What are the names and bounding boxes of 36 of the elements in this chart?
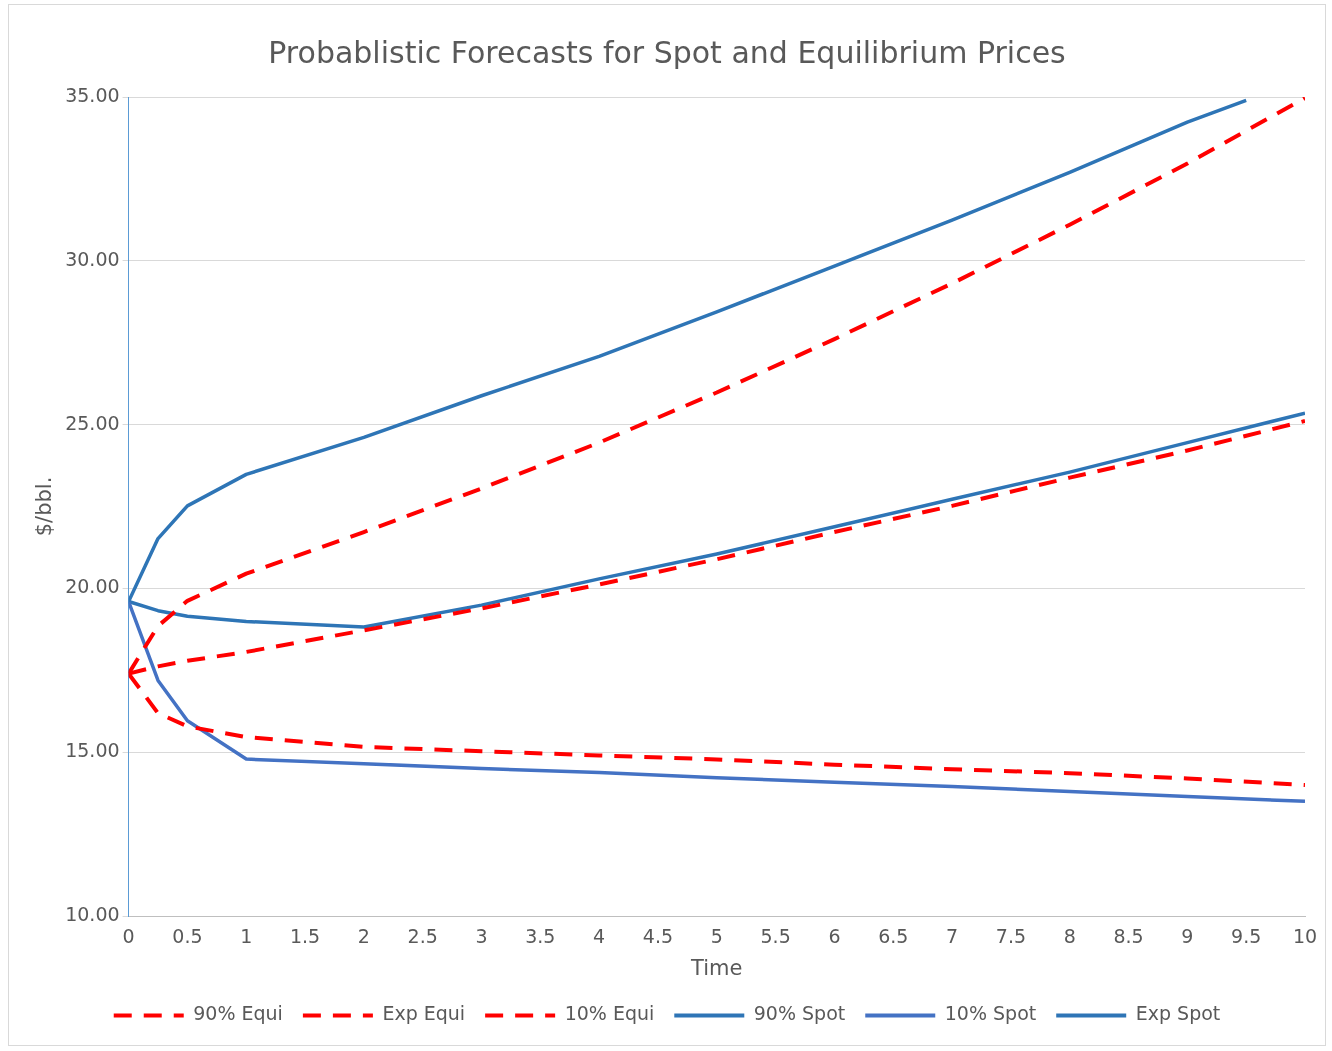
x-tick-label: 5.5: [760, 925, 791, 948]
x-tick-label: 0.5: [172, 925, 203, 948]
legend-label: 10% Spot: [944, 1002, 1037, 1025]
x-tick-label: 8.5: [1113, 925, 1144, 948]
x-tick-label: 3: [475, 925, 488, 948]
y-axis-title: $/bbl.: [32, 476, 57, 537]
x-tick-label: 10: [1292, 925, 1318, 948]
x-tick-label: 1: [240, 925, 253, 948]
x-tick-label: 8: [1063, 925, 1076, 948]
x-tick-label: 7.5: [995, 925, 1027, 948]
x-tick-label: 4: [593, 925, 606, 948]
legend-label: 10% Equi: [564, 1002, 655, 1025]
y-tick-label: 35.00: [65, 83, 120, 106]
x-tick-label: 7: [946, 925, 959, 948]
y-tick-label: 15.00: [65, 739, 120, 762]
x-tick-label: 9: [1181, 925, 1194, 948]
x-tick-label: 6.5: [878, 925, 909, 948]
y-tick-label: 10.00: [65, 902, 120, 925]
legend-label: Exp Equi: [382, 1002, 466, 1025]
x-tick-label: 4.5: [642, 925, 674, 948]
x-axis-title: Time: [690, 955, 743, 980]
x-tick-label: 0: [122, 925, 135, 948]
x-tick-label: 2: [357, 925, 370, 948]
legend-label: Exp Spot: [1135, 1002, 1221, 1025]
x-tick-label: 1.5: [289, 925, 321, 948]
y-tick-label: 25.00: [65, 411, 120, 434]
x-tick-label: 2.5: [407, 925, 438, 948]
x-tick-label: 6: [828, 925, 841, 948]
y-tick-label: 20.00: [65, 575, 120, 598]
legend-label: 90% Equi: [193, 1002, 283, 1025]
x-tick-label: 9.5: [1231, 925, 1262, 948]
legend-label: 90% Spot: [753, 1002, 846, 1025]
y-tick-label: 30.00: [65, 247, 120, 270]
chart-title: Probablistic Forecasts for Spot and Equilibrium Prices: [268, 34, 1066, 70]
x-tick-label: 3.5: [525, 925, 556, 948]
x-tick-label: 5: [710, 925, 723, 948]
